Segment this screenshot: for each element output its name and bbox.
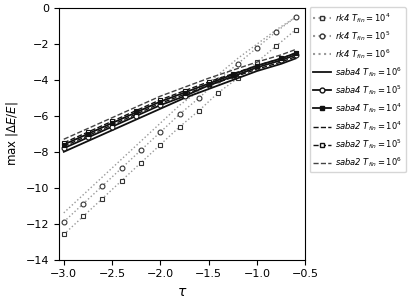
Legend: rk4 $T_{fin}=10^4$, rk4 $T_{fin}=10^5$, rk4 $T_{fin}=10^6$, saba4 $T_{fin}=10^6$: rk4 $T_{fin}=10^4$, rk4 $T_{fin}=10^5$, … bbox=[309, 7, 405, 172]
Y-axis label: max $|\Delta E / E|$: max $|\Delta E / E|$ bbox=[4, 102, 20, 166]
X-axis label: $\tau$: $\tau$ bbox=[177, 285, 187, 299]
